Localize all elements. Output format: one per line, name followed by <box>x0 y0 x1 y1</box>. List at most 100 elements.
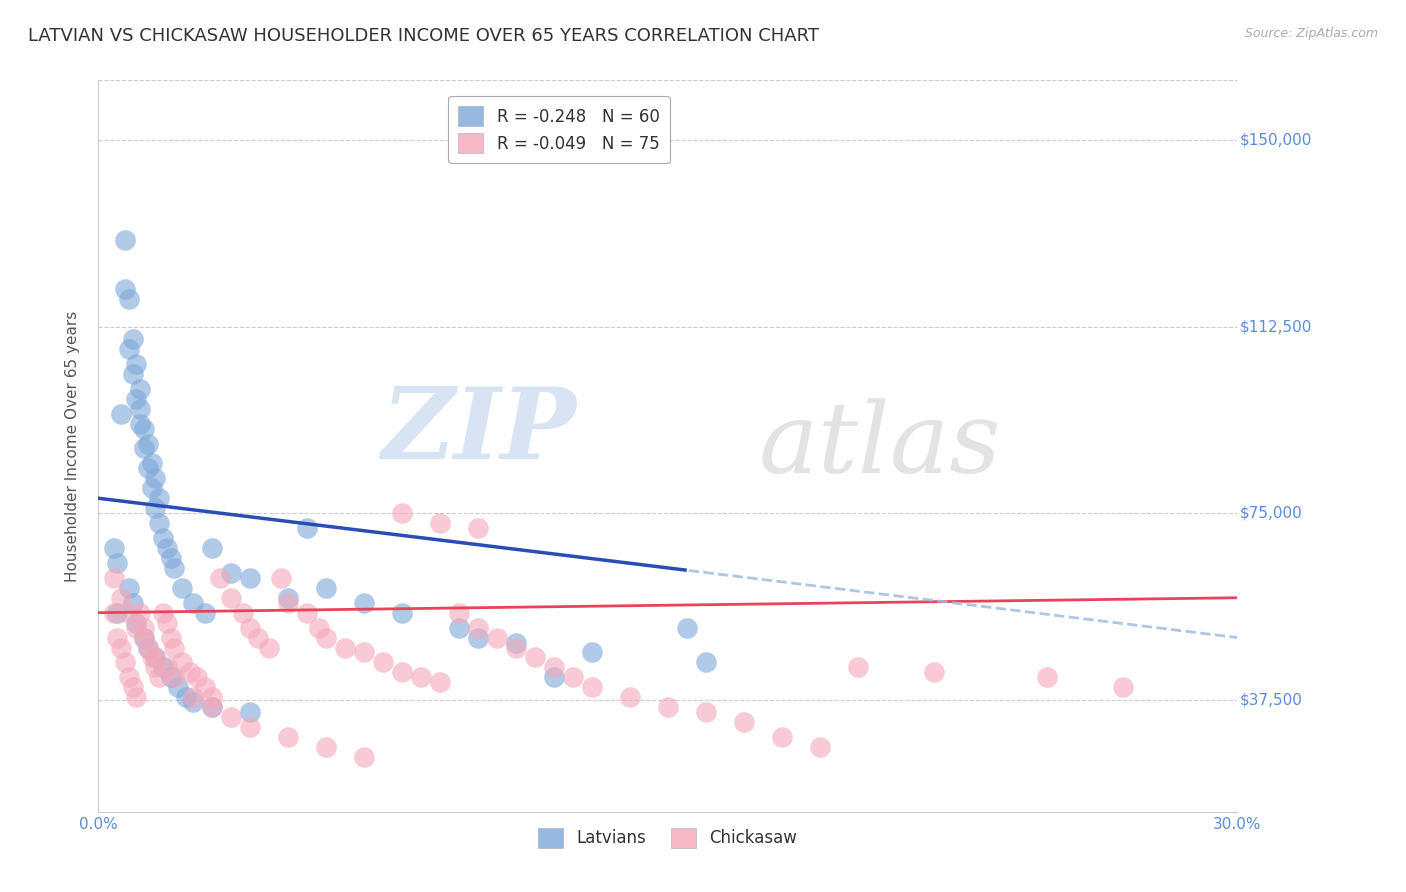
Point <box>163 640 186 655</box>
Text: $75,000: $75,000 <box>1240 506 1302 521</box>
Point <box>239 621 262 635</box>
Point <box>129 606 152 620</box>
Point <box>110 407 132 421</box>
Point <box>107 606 129 620</box>
Legend: Latvians, Chickasaw: Latvians, Chickasaw <box>531 821 804 855</box>
Point <box>129 382 152 396</box>
Point <box>141 481 163 495</box>
Point <box>391 665 413 680</box>
Point <box>391 506 413 520</box>
Point <box>429 516 451 530</box>
Point <box>676 621 699 635</box>
Point <box>277 596 299 610</box>
Point <box>353 596 375 610</box>
Point <box>118 581 141 595</box>
Point <box>136 640 159 655</box>
Point <box>159 670 181 684</box>
Point <box>174 690 197 705</box>
Point <box>156 541 179 555</box>
Point <box>186 670 208 684</box>
Point <box>132 421 155 435</box>
Point <box>201 700 224 714</box>
Point <box>543 660 565 674</box>
Point <box>125 357 148 371</box>
Point <box>145 471 167 485</box>
Point <box>543 670 565 684</box>
Point <box>132 621 155 635</box>
Text: LATVIAN VS CHICKASAW HOUSEHOLDER INCOME OVER 65 YEARS CORRELATION CHART: LATVIAN VS CHICKASAW HOUSEHOLDER INCOME … <box>28 27 820 45</box>
Point <box>201 541 224 555</box>
Point <box>315 581 337 595</box>
Point <box>259 640 281 655</box>
Point <box>353 750 375 764</box>
Point <box>118 670 141 684</box>
Point <box>141 457 163 471</box>
Point <box>136 436 159 450</box>
Point <box>770 730 793 744</box>
Point <box>141 650 163 665</box>
Point <box>208 571 231 585</box>
Point <box>118 292 141 306</box>
Point <box>145 650 167 665</box>
Text: Source: ZipAtlas.com: Source: ZipAtlas.com <box>1244 27 1378 40</box>
Point <box>148 670 170 684</box>
Point <box>371 656 394 670</box>
Point <box>114 233 136 247</box>
Point <box>246 631 269 645</box>
Point <box>808 739 831 754</box>
Point <box>297 521 319 535</box>
Point <box>110 640 132 655</box>
Point <box>132 631 155 645</box>
Point <box>136 640 159 655</box>
Point <box>125 690 148 705</box>
Text: $37,500: $37,500 <box>1240 692 1302 707</box>
Point <box>159 631 181 645</box>
Point <box>429 675 451 690</box>
Point <box>315 631 337 645</box>
Point <box>1036 670 1059 684</box>
Point <box>270 571 292 585</box>
Point <box>277 591 299 605</box>
Point <box>486 631 509 645</box>
Point <box>619 690 641 705</box>
Point <box>145 660 167 674</box>
Point <box>145 501 167 516</box>
Point <box>103 571 125 585</box>
Point <box>107 556 129 570</box>
Point <box>103 541 125 555</box>
Point <box>846 660 869 674</box>
Point <box>449 606 471 620</box>
Point <box>733 715 755 730</box>
Point <box>201 690 224 705</box>
Point <box>411 670 433 684</box>
Point <box>391 606 413 620</box>
Point <box>118 606 141 620</box>
Point <box>239 705 262 719</box>
Point <box>159 551 181 566</box>
Point <box>167 681 190 695</box>
Point <box>145 650 167 665</box>
Point <box>132 442 155 456</box>
Point <box>581 645 603 659</box>
Point <box>136 461 159 475</box>
Point <box>129 417 152 431</box>
Point <box>118 342 141 356</box>
Point <box>232 606 254 620</box>
Point <box>695 705 717 719</box>
Point <box>129 401 152 416</box>
Point <box>163 670 186 684</box>
Point <box>505 635 527 649</box>
Point <box>170 656 193 670</box>
Point <box>121 681 143 695</box>
Point <box>148 491 170 506</box>
Point <box>107 631 129 645</box>
Point <box>239 571 262 585</box>
Y-axis label: Householder Income Over 65 years: Householder Income Over 65 years <box>65 310 80 582</box>
Point <box>467 631 489 645</box>
Point <box>125 615 148 630</box>
Text: $150,000: $150,000 <box>1240 133 1312 147</box>
Point <box>315 739 337 754</box>
Point <box>148 516 170 530</box>
Point <box>1112 681 1135 695</box>
Point <box>183 596 205 610</box>
